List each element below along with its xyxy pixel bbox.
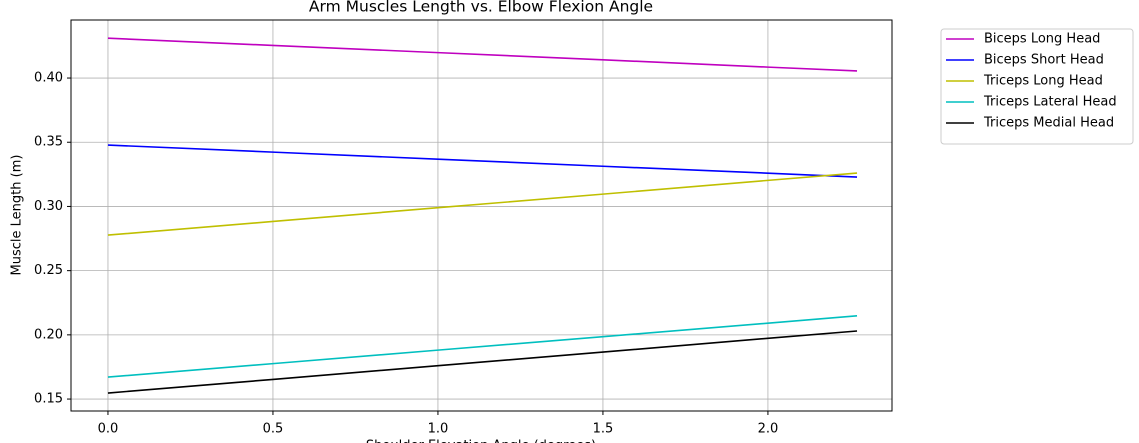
line-series xyxy=(107,37,858,72)
line-series xyxy=(107,172,858,236)
y-tick-label: 0.20 xyxy=(34,327,63,342)
y-tick-label: 0.25 xyxy=(34,263,63,278)
legend-label: Triceps Long Head xyxy=(983,74,1103,89)
legend-label: Triceps Lateral Head xyxy=(983,95,1117,110)
x-tick-label: 2.0 xyxy=(758,422,779,437)
legend-box xyxy=(940,28,1134,145)
x-tick-label: 1.0 xyxy=(428,422,449,437)
plot-frame xyxy=(70,19,893,412)
x-tick-label: 0.5 xyxy=(263,422,284,437)
y-tick-label: 0.15 xyxy=(34,392,63,407)
legend-label: Triceps Medial Head xyxy=(983,116,1114,131)
line-series xyxy=(107,330,858,394)
y-tick-label: 0.40 xyxy=(34,71,63,86)
line-series xyxy=(107,144,858,178)
x-axis-label: Shoulder Elevation Angle (degrees) xyxy=(366,439,596,443)
x-tick-label: 0.0 xyxy=(98,422,119,437)
legend-label: Biceps Short Head xyxy=(984,53,1104,68)
line-series xyxy=(107,315,858,378)
y-tick-label: 0.30 xyxy=(34,199,63,214)
x-tick-label: 1.5 xyxy=(593,422,614,437)
chart-title: Arm Muscles Length vs. Elbow Flexion Ang… xyxy=(309,0,653,16)
y-axis-label: Muscle Length (m) xyxy=(10,155,25,276)
legend-label: Biceps Long Head xyxy=(984,32,1100,47)
y-tick-label: 0.35 xyxy=(34,135,63,150)
